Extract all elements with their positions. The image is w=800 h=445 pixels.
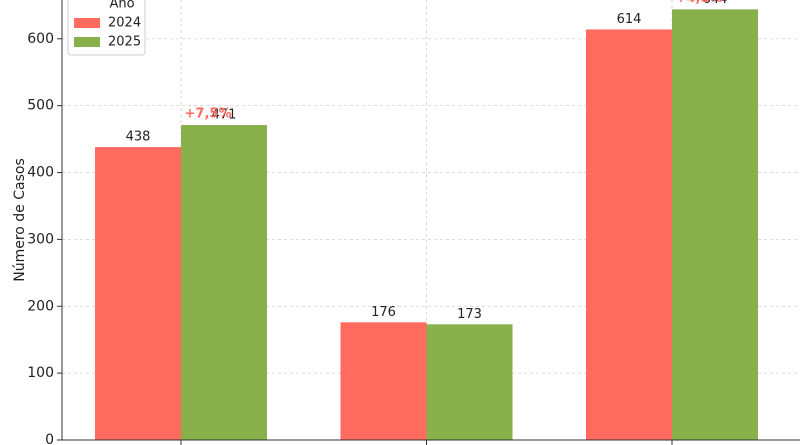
- value-label: 644: [703, 0, 728, 7]
- y-tick-label: 0: [45, 432, 54, 445]
- value-label: 614: [617, 12, 642, 27]
- bar: [586, 29, 672, 441]
- bar: [672, 9, 758, 441]
- y-tick-label: 600: [27, 31, 54, 47]
- legend-swatch: [74, 18, 100, 28]
- legend-swatch: [74, 37, 100, 47]
- y-tick-label: 500: [27, 98, 54, 114]
- legend-label: 2025: [108, 35, 141, 50]
- y-tick-label: 300: [27, 231, 54, 247]
- legend-title: Ano: [109, 0, 134, 12]
- value-label: 173: [457, 307, 482, 322]
- legend-label: 2024: [108, 16, 141, 31]
- change-annotation: +7,5%: [185, 107, 232, 122]
- value-label: 176: [371, 305, 396, 320]
- bar: [181, 125, 267, 440]
- bar: [340, 322, 427, 440]
- legend: Ano 2024 2025: [67, 0, 146, 56]
- y-tick-label: 100: [27, 365, 54, 381]
- y-axis-label: Número de Casos: [12, 158, 28, 282]
- y-tick-label: 200: [27, 298, 54, 314]
- value-label: 438: [126, 130, 151, 145]
- y-tick-label: 400: [27, 165, 54, 181]
- bar: [426, 324, 513, 440]
- bar: [95, 147, 181, 440]
- value-label: 471: [212, 108, 237, 123]
- change-annotation: +4,8%: [676, 0, 723, 6]
